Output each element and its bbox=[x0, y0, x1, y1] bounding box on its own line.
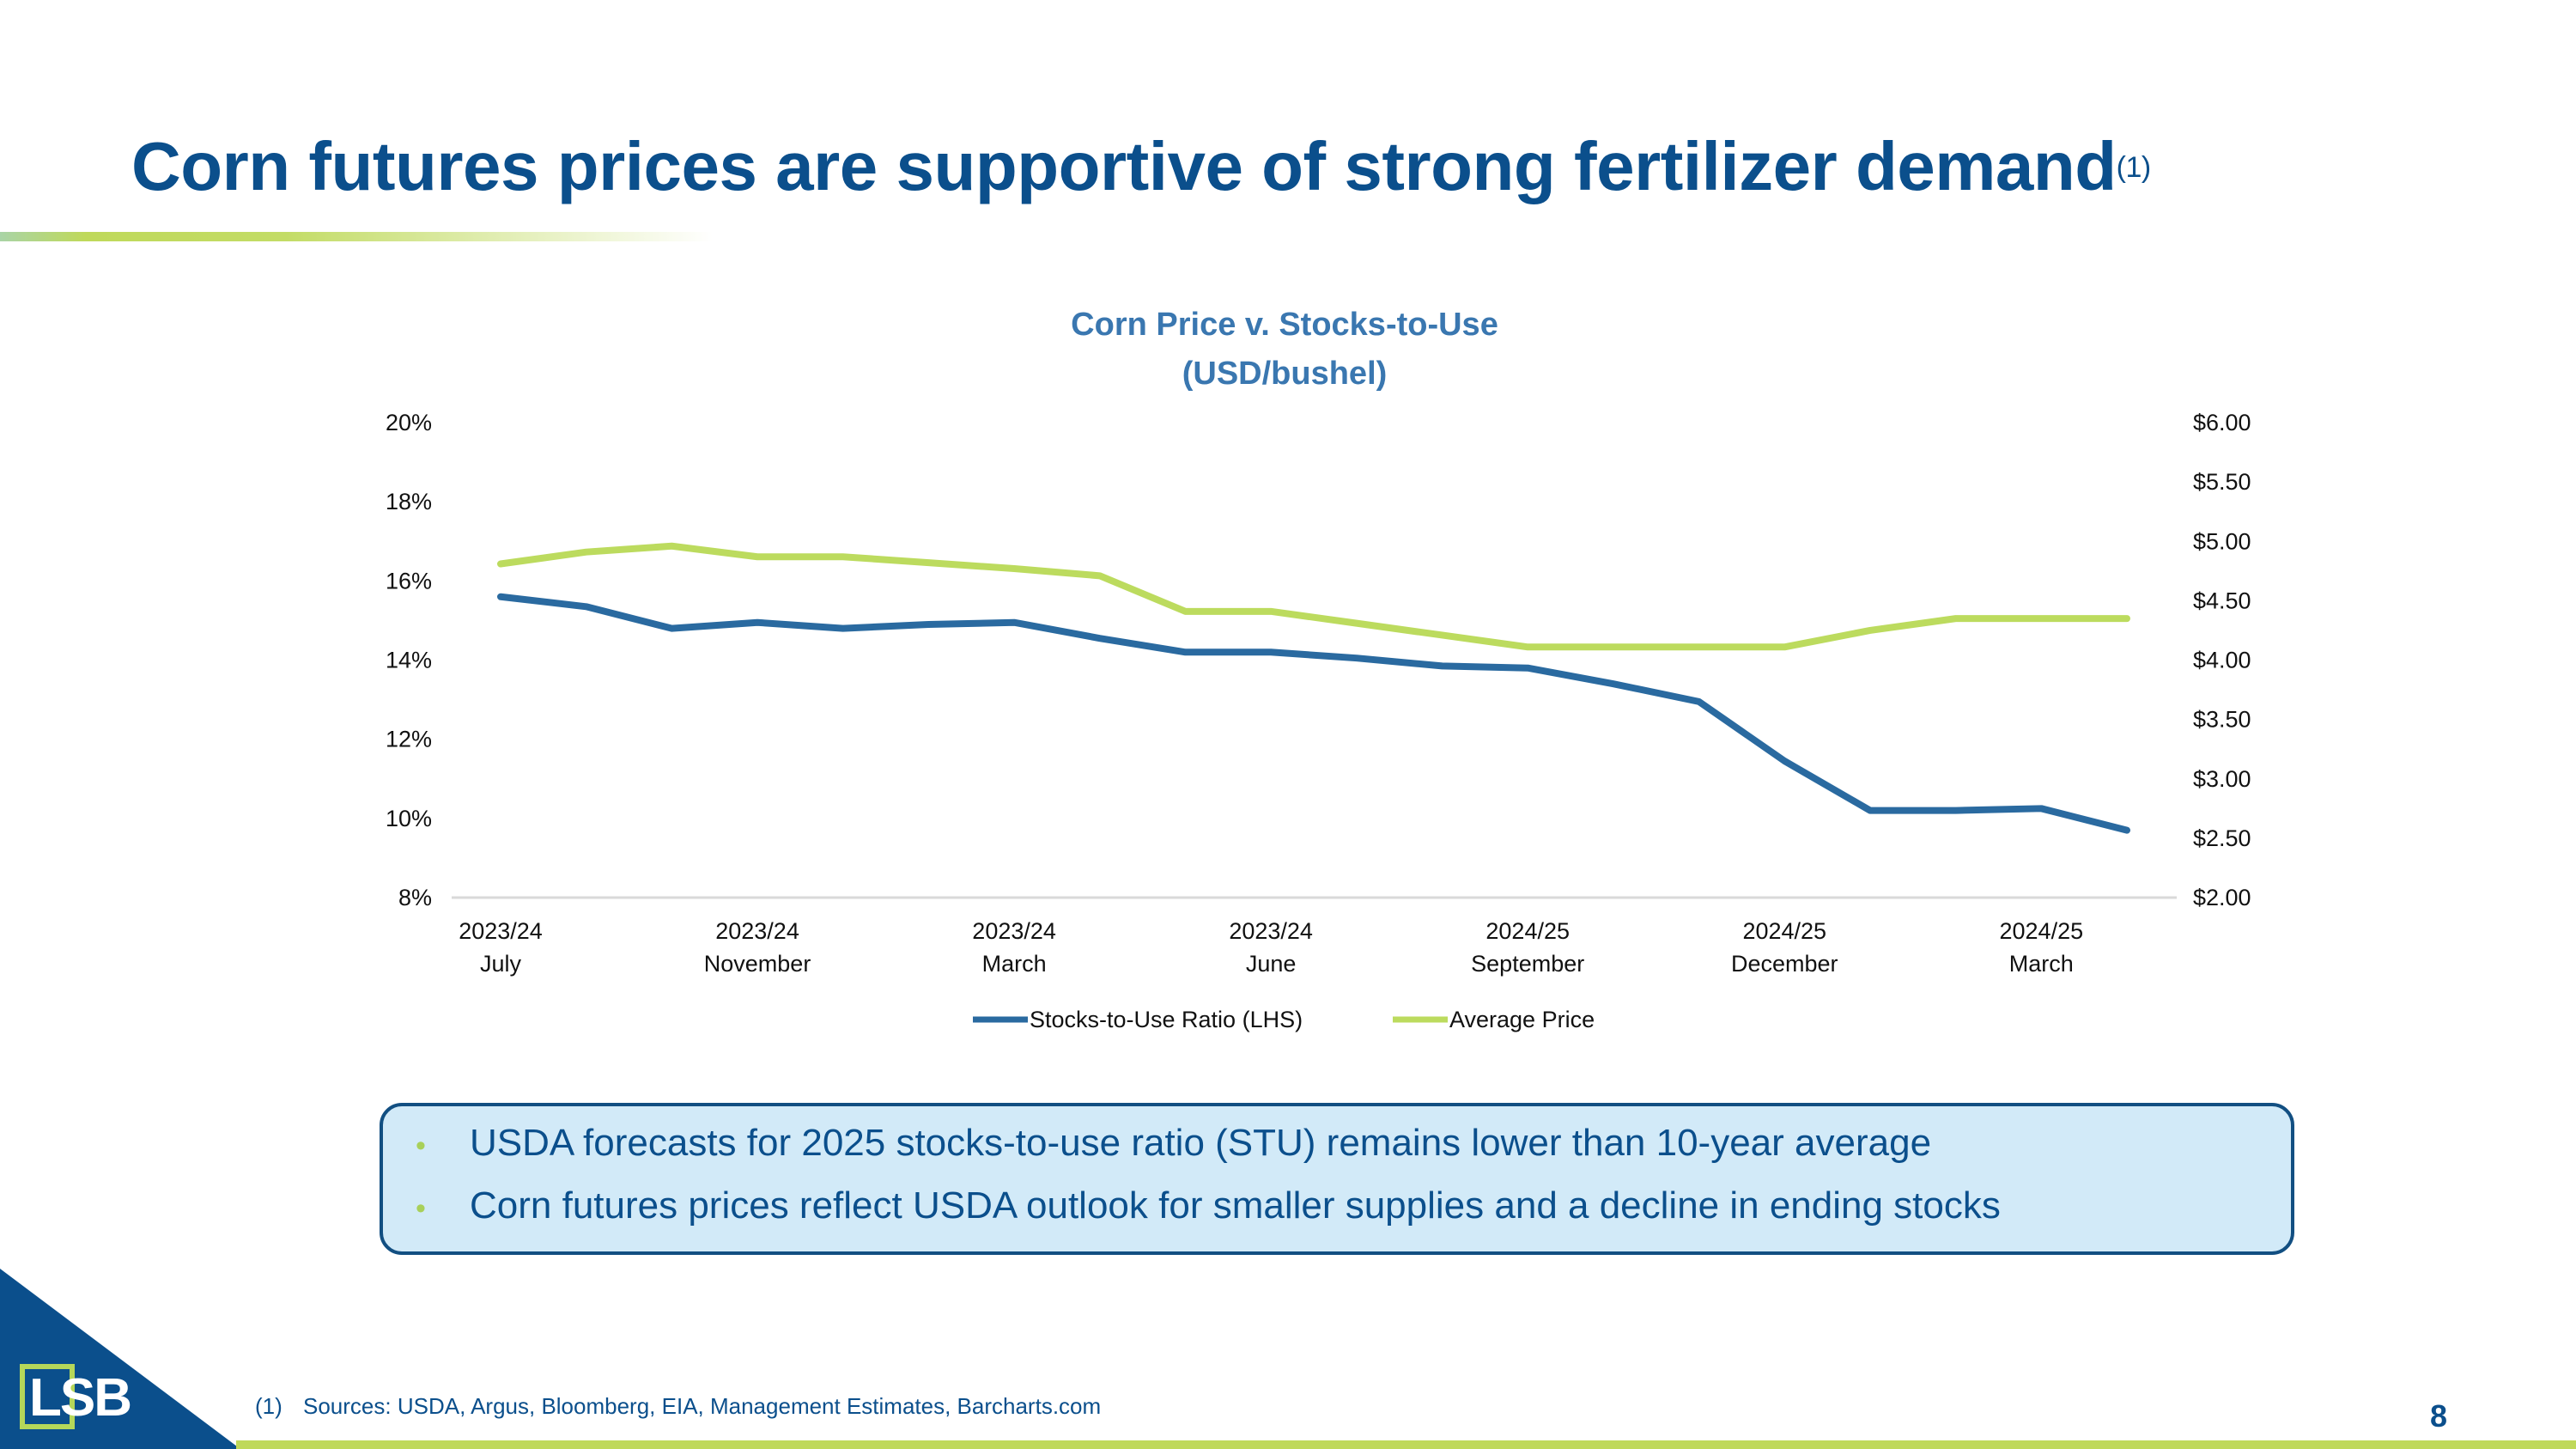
y-right-tick-label: $2.00 bbox=[2193, 885, 2251, 910]
y-left-tick-label: 8% bbox=[398, 885, 432, 910]
chart-title: Corn Price v. Stocks-to-Use (USD/bushel) bbox=[859, 301, 1710, 399]
legend-label: Stocks-to-Use Ratio (LHS) bbox=[1030, 1007, 1303, 1032]
chart-title-line2: (USD/bushel) bbox=[1182, 356, 1388, 392]
y-right-tick-label: $4.50 bbox=[2193, 588, 2251, 613]
x-tick-label: 2024/25 bbox=[1742, 918, 1826, 944]
y-right-tick-label: $4.00 bbox=[2193, 648, 2251, 673]
x-tick-label: 2023/24 bbox=[715, 918, 799, 944]
x-tick-label: March bbox=[2009, 951, 2074, 977]
x-tick-label: 2023/24 bbox=[972, 918, 1056, 944]
callout-bullet: • USDA forecasts for 2025 stocks-to-use r… bbox=[416, 1122, 1931, 1165]
bullet-icon: • bbox=[416, 1129, 426, 1162]
x-tick-label: 2024/25 bbox=[1485, 918, 1570, 944]
y-right-tick-label: $6.00 bbox=[2193, 410, 2251, 435]
series-line-average-price bbox=[497, 542, 2130, 651]
x-tick-label: 2024/25 bbox=[2000, 918, 2084, 944]
callout-bullet: • Corn futures prices reflect USDA outloo… bbox=[416, 1184, 2001, 1227]
y-left-tick-label: 14% bbox=[386, 648, 432, 673]
bullet-icon: • bbox=[416, 1192, 426, 1225]
x-tick-label: 2023/24 bbox=[1229, 918, 1313, 944]
company-logo: LSB bbox=[29, 1368, 132, 1428]
bullet-text: Corn futures prices reflect USDA outlook… bbox=[470, 1184, 2001, 1227]
y-left-tick-label: 10% bbox=[386, 806, 432, 831]
y-right-tick-label: $3.00 bbox=[2193, 766, 2251, 792]
page-title: Corn futures prices are supportive of st… bbox=[131, 127, 2151, 206]
title-underline-gradient bbox=[0, 232, 713, 241]
x-tick-label: December bbox=[1731, 951, 1838, 977]
footnote: (1) Sources: USDA, Argus, Bloomberg, EIA,… bbox=[255, 1393, 1101, 1420]
logo-triangle-background bbox=[0, 1269, 240, 1449]
title-text: Corn futures prices are supportive of st… bbox=[131, 128, 2117, 204]
y-left-tick-label: 20% bbox=[386, 410, 432, 435]
y-left-tick-label: 12% bbox=[386, 727, 432, 752]
title-footnote-ref: (1) bbox=[2116, 151, 2152, 184]
y-right-tick-label: $2.50 bbox=[2193, 825, 2251, 851]
x-tick-label: November bbox=[704, 951, 811, 977]
bottom-accent-bar bbox=[236, 1440, 2576, 1449]
legend-label: Average Price bbox=[1449, 1007, 1595, 1032]
y-left-tick-label: 18% bbox=[386, 489, 432, 514]
y-right-tick-label: $5.00 bbox=[2193, 528, 2251, 554]
y-left-tick-label: 16% bbox=[386, 568, 432, 594]
bullet-text: USDA forecasts for 2025 stocks-to-use ra… bbox=[470, 1122, 1932, 1164]
page-number: 8 bbox=[2430, 1398, 2448, 1434]
footnote-text: Sources: USDA, Argus, Bloomberg, EIA, Ma… bbox=[303, 1393, 1102, 1419]
callout-box: • USDA forecasts for 2025 stocks-to-use r… bbox=[380, 1103, 2294, 1255]
y-right-tick-label: $3.50 bbox=[2193, 707, 2251, 733]
logo-frame bbox=[20, 1364, 75, 1429]
chart-title-line1: Corn Price v. Stocks-to-Use bbox=[1071, 307, 1498, 343]
x-tick-label: 2023/24 bbox=[459, 918, 543, 944]
x-tick-label: September bbox=[1471, 951, 1584, 977]
series-line-stocks-to-use bbox=[497, 593, 2130, 834]
x-tick-label: July bbox=[480, 951, 522, 977]
y-right-tick-label: $5.50 bbox=[2193, 469, 2251, 495]
footnote-marker: (1) bbox=[255, 1393, 283, 1419]
x-tick-label: March bbox=[982, 951, 1047, 977]
x-tick-label: June bbox=[1246, 951, 1297, 977]
